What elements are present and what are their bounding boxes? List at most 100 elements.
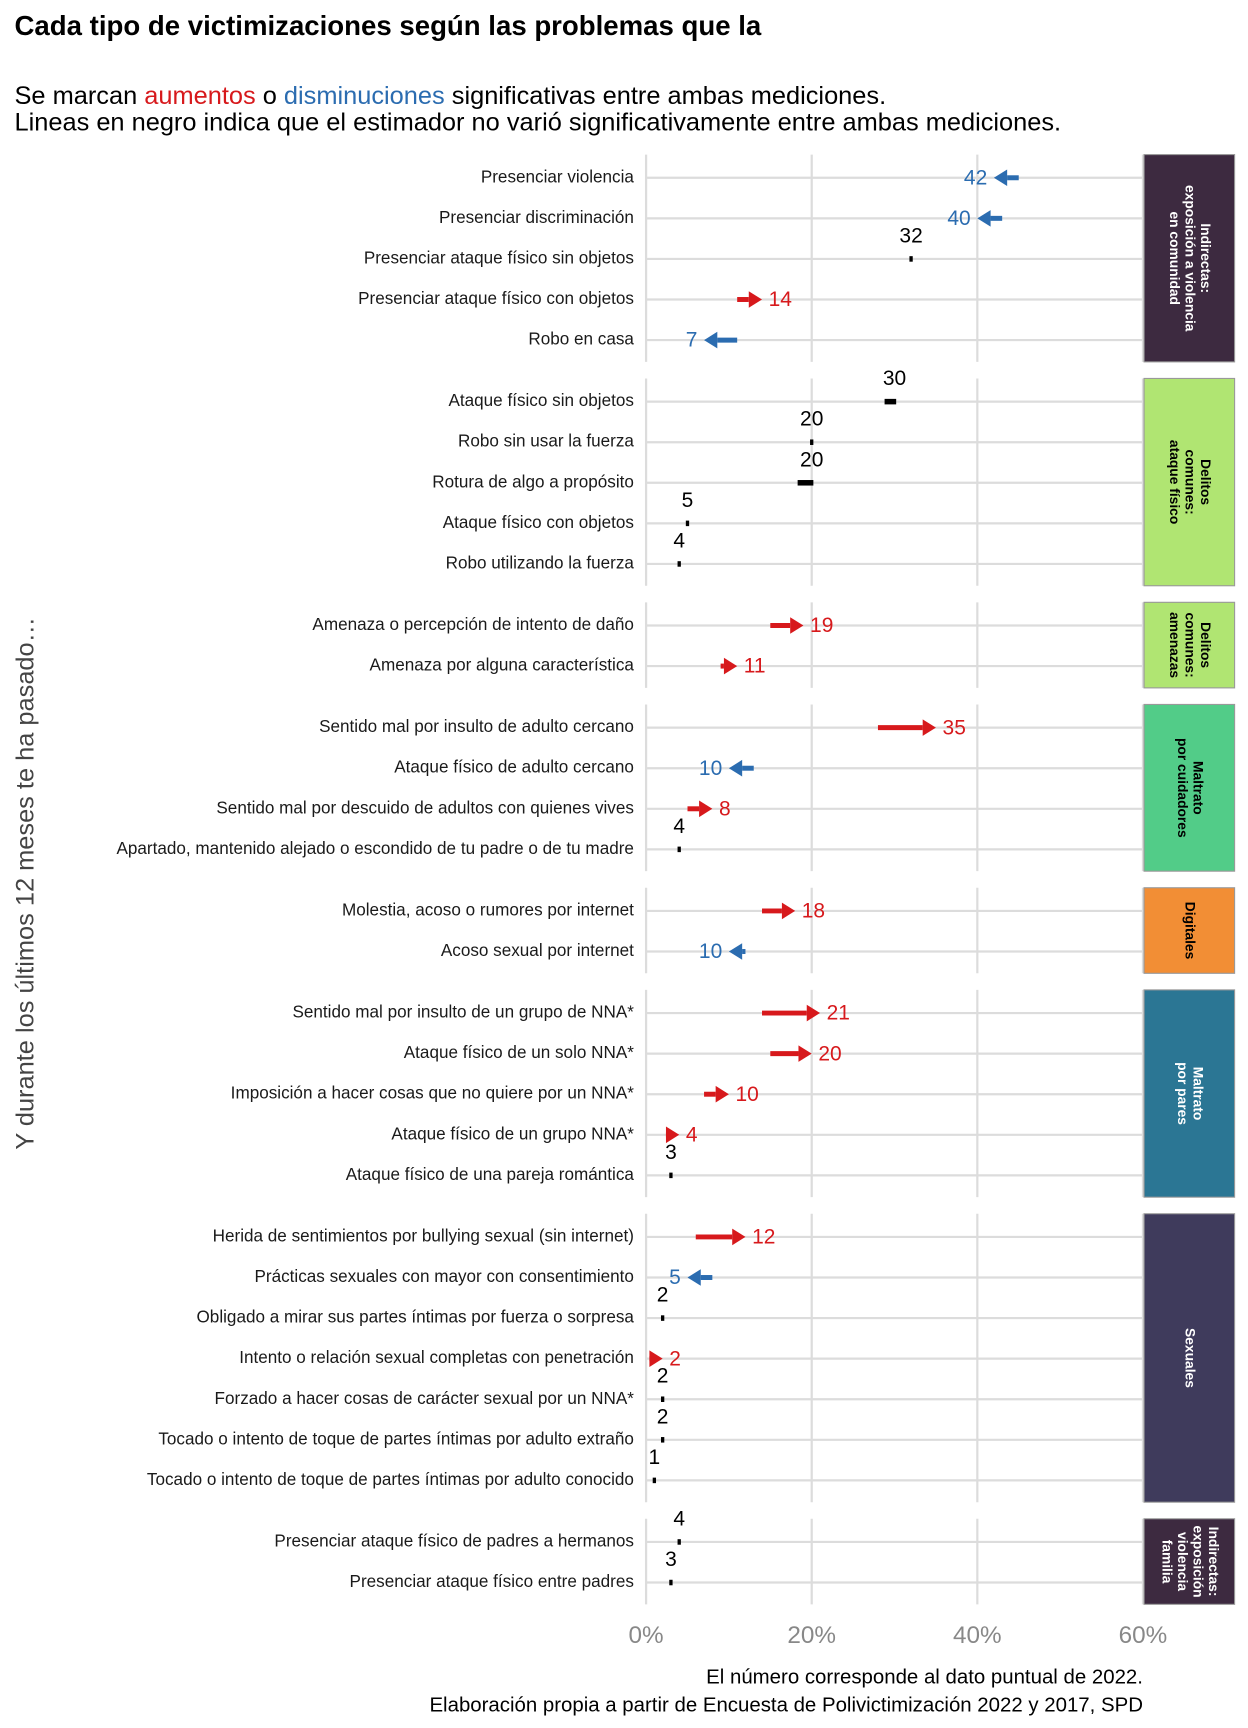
facet-label: familia bbox=[1159, 1540, 1174, 1584]
arrow-mark bbox=[660, 1437, 665, 1443]
facet-strip bbox=[1143, 1518, 1236, 1605]
arrow-head bbox=[649, 1350, 663, 1367]
arrow-mark bbox=[770, 1045, 812, 1062]
segment bbox=[677, 1539, 681, 1545]
arrow-mark bbox=[877, 719, 936, 736]
arrow-mark bbox=[977, 210, 1003, 227]
arrow-mark bbox=[909, 256, 913, 262]
category-label: Sentido mal por insulto de adulto cercan… bbox=[319, 717, 634, 736]
category-label: Presenciar ataque físico entre padres bbox=[350, 1572, 634, 1591]
arrow-mark bbox=[685, 520, 690, 527]
value-label: 12 bbox=[752, 1226, 775, 1249]
arrow-head bbox=[715, 1085, 729, 1103]
facet-label: Sexuales bbox=[1183, 1328, 1198, 1388]
segment bbox=[677, 846, 681, 853]
x-tick-label: 0% bbox=[629, 1622, 664, 1649]
arrow-mark bbox=[704, 331, 738, 349]
arrow-mark bbox=[884, 398, 897, 405]
facet-label: ataque físico bbox=[1167, 440, 1182, 524]
facet-label: por cuidadores bbox=[1175, 738, 1190, 838]
value-label: 4 bbox=[673, 529, 685, 552]
value-label: 10 bbox=[699, 757, 722, 780]
arrow-mark bbox=[669, 1579, 673, 1586]
category-label: Molestia, acoso o rumores por internet bbox=[342, 900, 634, 919]
category-label: Presenciar ataque físico sin objetos bbox=[364, 248, 634, 267]
segment bbox=[677, 561, 681, 567]
facet-label: en comunidad bbox=[1167, 211, 1182, 305]
arrow-mark bbox=[770, 617, 804, 634]
value-label: 3 bbox=[665, 1548, 677, 1571]
x-tick-label: 40% bbox=[953, 1622, 1002, 1649]
value-label: 42 bbox=[964, 166, 987, 189]
arrow-head bbox=[993, 169, 1008, 187]
value-label: 7 bbox=[686, 329, 698, 352]
facet-strip bbox=[1143, 703, 1236, 872]
category-label: Sentido mal por descuido de adultos con … bbox=[216, 798, 634, 817]
category-label: Presenciar violencia bbox=[481, 167, 635, 186]
arrow-mark bbox=[728, 943, 746, 960]
category-label: Amenaza o percepción de intento de daño bbox=[312, 615, 634, 634]
category-label: Apartado, mantenido alejado o escondido … bbox=[116, 839, 633, 858]
subtitle-part: significativas entre ambas mediciones. bbox=[445, 82, 886, 110]
facet-label: comunes: bbox=[1183, 450, 1198, 515]
value-label: 10 bbox=[699, 940, 722, 963]
value-label: 5 bbox=[669, 1266, 681, 1289]
value-label: 5 bbox=[682, 489, 694, 512]
value-label: 20 bbox=[818, 1042, 841, 1065]
category-label: Acoso sexual por internet bbox=[441, 941, 634, 960]
segment bbox=[797, 480, 814, 486]
category-label: Herida de sentimientos por bullying sexu… bbox=[213, 1226, 634, 1245]
category-label: Obligado a mirar sus partes íntimas por … bbox=[196, 1308, 634, 1327]
value-label: 32 bbox=[899, 224, 922, 247]
arrow-mark bbox=[762, 902, 796, 920]
facet-label: amenazas bbox=[1167, 612, 1182, 678]
arrow-mark bbox=[687, 800, 713, 818]
category-label: Robo sin usar la fuerza bbox=[458, 432, 634, 451]
facet-label: violencia bbox=[1175, 1532, 1190, 1591]
value-label: 35 bbox=[943, 716, 966, 739]
arrow-head bbox=[687, 1269, 701, 1286]
category-label: Intento o relación sexual completas con … bbox=[239, 1348, 634, 1367]
value-label: 30 bbox=[883, 367, 906, 390]
legend-increase: aumentos bbox=[144, 82, 255, 110]
caption: Elaboración propia a partir de Encuesta … bbox=[429, 1694, 1142, 1716]
value-label: 20 bbox=[800, 448, 823, 471]
arrow-head bbox=[922, 719, 936, 736]
value-label: 40 bbox=[947, 207, 970, 230]
arrow-mark bbox=[652, 1477, 657, 1484]
category-label: Ataque físico de un grupo NNA* bbox=[391, 1124, 634, 1143]
chart-subtitle-2: Lineas en negro indica que el estimador … bbox=[15, 108, 1062, 136]
category-label: Rotura de algo a propósito bbox=[432, 472, 634, 491]
segment bbox=[660, 1315, 665, 1321]
value-label: 10 bbox=[736, 1083, 759, 1106]
chart-subtitle: Se marcan aumentos o disminuciones signi… bbox=[15, 82, 887, 110]
arrow-head bbox=[728, 943, 743, 960]
arrow-mark bbox=[737, 291, 763, 308]
segment bbox=[685, 520, 690, 527]
value-label: 2 bbox=[669, 1347, 681, 1370]
arrow-mark bbox=[762, 1004, 820, 1022]
category-label: Sentido mal por insulto de un grupo de N… bbox=[292, 1003, 634, 1022]
arrow-mark bbox=[687, 1269, 713, 1286]
value-label: 18 bbox=[802, 900, 825, 923]
facet-label: Digitales bbox=[1183, 902, 1198, 960]
arrow-head bbox=[704, 331, 718, 349]
chart-title: Cada tipo de victimizaciones según las p… bbox=[15, 10, 762, 41]
arrow-head bbox=[728, 759, 743, 777]
arrow-mark bbox=[728, 759, 754, 777]
segment bbox=[669, 1579, 673, 1586]
value-label: 1 bbox=[649, 1446, 661, 1469]
value-label: 20 bbox=[800, 408, 823, 431]
arrow-mark bbox=[677, 846, 681, 853]
y-axis-title: Y durante los últimos 12 meses te ha pas… bbox=[11, 617, 39, 1150]
facet-label: Maltrato bbox=[1190, 761, 1205, 815]
facet-strip bbox=[1143, 377, 1236, 587]
category-label: Tocado o intento de toque de partes ínti… bbox=[147, 1470, 634, 1489]
category-label: Ataque físico de una pareja romántica bbox=[346, 1165, 635, 1184]
facet-label: Delitos bbox=[1198, 459, 1213, 505]
category-label: Imposición a hacer cosas que no quiere p… bbox=[231, 1084, 635, 1103]
category-label: Ataque físico sin objetos bbox=[448, 391, 633, 410]
arrow-head bbox=[798, 1045, 812, 1062]
arrow-mark bbox=[677, 561, 681, 567]
